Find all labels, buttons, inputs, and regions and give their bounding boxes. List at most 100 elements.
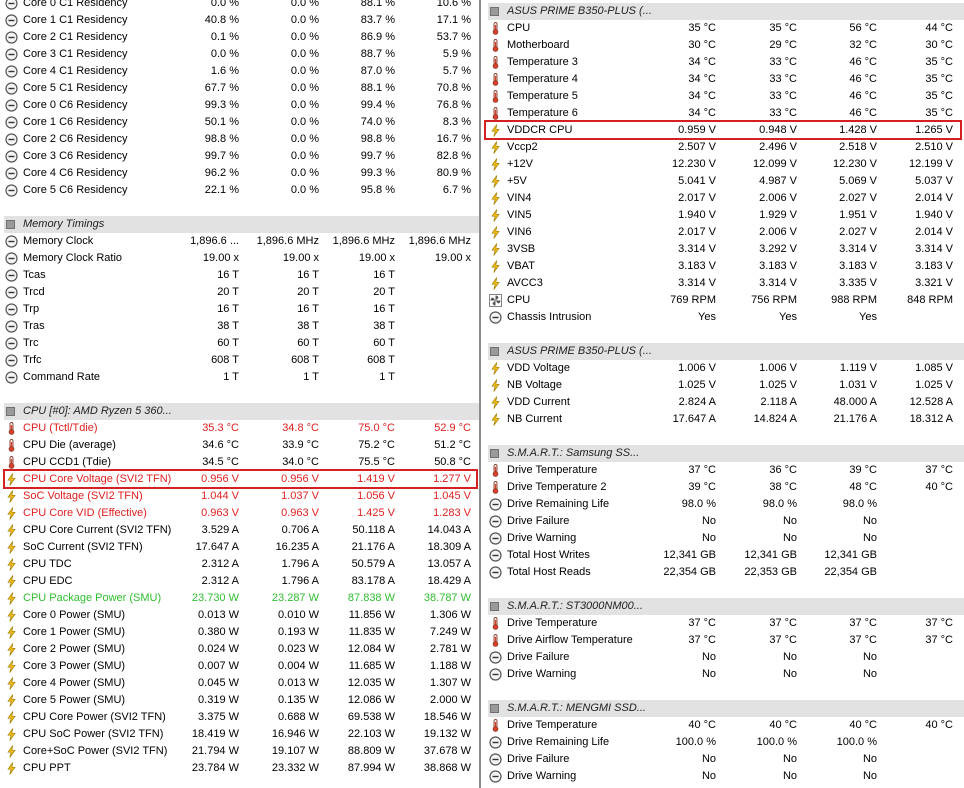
sensor-row-core-0-c1-residency[interactable]: Core 0 C1 Residency 0.0 % 0.0 % 88.1 % 10.6 … bbox=[0, 0, 479, 12]
sensor-row-temperature-6[interactable]: Temperature 6 34 °C 33 °C 46 °C 35 °C bbox=[484, 105, 964, 122]
section-header[interactable]: ASUS PRIME B350-PLUS (... bbox=[488, 3, 964, 20]
sensor-row-drive-remaining-life[interactable]: Drive Remaining Life 100.0 % 100.0 % 100.0 … bbox=[484, 734, 964, 751]
sensor-name: Temperature 5 bbox=[507, 90, 578, 102]
sensor-row-12v[interactable]: +12V 12.230 V 12.099 V 12.230 V 12.199 V bbox=[484, 156, 964, 173]
section-header[interactable]: CPU [#0]: AMD Ryzen 5 360... bbox=[4, 403, 479, 420]
sensor-row-drive-temperature[interactable]: Drive Temperature 37 °C 36 °C 39 °C 37 °C bbox=[484, 462, 964, 479]
sensor-row-cpu-core-power-svi2-tfn[interactable]: CPU Core Power (SVI2 TFN) 3.375 W 0.688 W 6… bbox=[0, 709, 479, 726]
sensor-row-3vsb[interactable]: 3VSB 3.314 V 3.292 V 3.314 V 3.314 V bbox=[484, 241, 964, 258]
sensor-row-core-3-power-smu[interactable]: Core 3 Power (SMU) 0.007 W 0.004 W 11.685 W… bbox=[0, 658, 479, 675]
sensor-row-soc-voltage-svi2-tfn[interactable]: SoC Voltage (SVI2 TFN) 1.044 V 1.037 V 1.05… bbox=[0, 488, 479, 505]
sensor-row-cpu-die-average[interactable]: CPU Die (average) 34.6 °C 33.9 °C 75.2 °C 51… bbox=[0, 437, 479, 454]
sensor-row-vddcr-cpu[interactable]: VDDCR CPU 0.959 V 0.948 V 1.428 V 1.265 V bbox=[484, 120, 964, 140]
sensor-row-drive-failure[interactable]: Drive Failure No No No bbox=[484, 751, 964, 768]
sensor-row-temperature-4[interactable]: Temperature 4 34 °C 33 °C 46 °C 35 °C bbox=[484, 71, 964, 88]
sensor-row-cpu-tdc[interactable]: CPU TDC 2.312 A 1.796 A 50.579 A 13.057 A bbox=[0, 556, 479, 573]
sensor-row-cpu-soc-power-svi2-tfn[interactable]: CPU SoC Power (SVI2 TFN) 18.419 W 16.946 W… bbox=[0, 726, 479, 743]
sensor-row-core-4-c6-residency[interactable]: Core 4 C6 Residency 96.2 % 0.0 % 99.3 % 80.9… bbox=[0, 165, 479, 182]
sensor-row-core-0-c6-residency[interactable]: Core 0 C6 Residency 99.3 % 0.0 % 99.4 % 76.8… bbox=[0, 97, 479, 114]
sensor-row-tcas[interactable]: Tcas 16 T 16 T 16 T bbox=[0, 267, 479, 284]
minimum-value: 23.287 W bbox=[271, 592, 319, 604]
sensor-row-drive-airflow-temperature[interactable]: Drive Airflow Temperature 37 °C 37 °C 37 °C… bbox=[484, 632, 964, 649]
sensor-row-total-host-writes[interactable]: Total Host Writes 12,341 GB 12,341 GB 12,34… bbox=[484, 547, 964, 564]
sensor-row-chassis-intrusion[interactable]: Chassis Intrusion Yes Yes Yes bbox=[484, 309, 964, 326]
sensor-row-temperature-3[interactable]: Temperature 3 34 °C 33 °C 46 °C 35 °C bbox=[484, 54, 964, 71]
sensor-row-core-3-c1-residency[interactable]: Core 3 C1 Residency 0.0 % 0.0 % 88.7 % 5.9 % bbox=[0, 46, 479, 63]
clock-icon bbox=[5, 184, 18, 197]
sensor-row-core-0-power-smu[interactable]: Core 0 Power (SMU) 0.013 W 0.010 W 11.856 W… bbox=[0, 607, 479, 624]
sensor-row-core-3-c6-residency[interactable]: Core 3 C6 Residency 99.7 % 0.0 % 99.7 % 82.8… bbox=[0, 148, 479, 165]
sensor-row-vin6[interactable]: VIN6 2.017 V 2.006 V 2.027 V 2.014 V bbox=[484, 224, 964, 241]
sensor-row-drive-warning[interactable]: Drive Warning No No No bbox=[484, 666, 964, 683]
sensor-row-nb-voltage[interactable]: NB Voltage 1.025 V 1.025 V 1.031 V 1.025 V bbox=[484, 377, 964, 394]
sensor-name: Core 5 C1 Residency bbox=[23, 82, 128, 94]
sensor-row-core-1-c6-residency[interactable]: Core 1 C6 Residency 50.1 % 0.0 % 74.0 % 8.3 … bbox=[0, 114, 479, 131]
sensor-row-cpu-tctl-tdie[interactable]: CPU (Tctl/Tdie) 35.3 °C 34.8 °C 75.0 °C 52.9… bbox=[0, 420, 479, 437]
current-value: 0.319 W bbox=[198, 694, 239, 706]
sensor-row-motherboard[interactable]: Motherboard 30 °C 29 °C 32 °C 30 °C bbox=[484, 37, 964, 54]
sensor-row-cpu-ccd1-tdie[interactable]: CPU CCD1 (Tdie) 34.5 °C 34.0 °C 75.5 °C 50.8… bbox=[0, 454, 479, 471]
sensor-row-drive-warning[interactable]: Drive Warning No No No bbox=[484, 768, 964, 785]
sensor-row-core-1-power-smu[interactable]: Core 1 Power (SMU) 0.380 W 0.193 W 11.835 W… bbox=[0, 624, 479, 641]
maximum-value: 75.5 °C bbox=[358, 456, 395, 468]
left-sensor-pane[interactable]: Core 0 C1 Residency 0.0 % 0.0 % 88.1 % 10.6 … bbox=[0, 0, 481, 788]
section-header[interactable]: S.M.A.R.T.: ST3000NM00... bbox=[488, 598, 964, 615]
section-header[interactable]: S.M.A.R.T.: MENGMI SSD... bbox=[488, 700, 964, 717]
sensor-row-core-1-c1-residency[interactable]: Core 1 C1 Residency 40.8 % 0.0 % 83.7 % 17.1… bbox=[0, 12, 479, 29]
section-header[interactable]: S.M.A.R.T.: Samsung SS... bbox=[488, 445, 964, 462]
section-header[interactable]: ASUS PRIME B350-PLUS (... bbox=[488, 343, 964, 360]
sensor-row-core-4-c1-residency[interactable]: Core 4 C1 Residency 1.6 % 0.0 % 87.0 % 5.7 % bbox=[0, 63, 479, 80]
sensor-row-drive-failure[interactable]: Drive Failure No No No bbox=[484, 649, 964, 666]
sensor-row-core-2-c1-residency[interactable]: Core 2 C1 Residency 0.1 % 0.0 % 86.9 % 53.7 … bbox=[0, 29, 479, 46]
minimum-value: 0.963 V bbox=[281, 507, 319, 519]
sensor-row-memory-clock-ratio[interactable]: Memory Clock Ratio 19.00 x 19.00 x 19.00 x 1… bbox=[0, 250, 479, 267]
sensor-row-vbat[interactable]: VBAT 3.183 V 3.183 V 3.183 V 3.183 V bbox=[484, 258, 964, 275]
sensor-row-memory-clock[interactable]: Memory Clock 1,896.6 ... 1,896.6 MHz 1,896.… bbox=[0, 233, 479, 250]
sensor-row-nb-current[interactable]: NB Current 17.647 A 14.824 A 21.176 A 18.312… bbox=[484, 411, 964, 428]
sensor-row-trcd[interactable]: Trcd 20 T 20 T 20 T bbox=[0, 284, 479, 301]
sensor-row-trp[interactable]: Trp 16 T 16 T 16 T bbox=[0, 301, 479, 318]
sensor-name: Core 4 C1 Residency bbox=[23, 65, 128, 77]
sensor-row-core-5-c1-residency[interactable]: Core 5 C1 Residency 67.7 % 0.0 % 88.1 % 70.8… bbox=[0, 80, 479, 97]
sensor-row-drive-failure[interactable]: Drive Failure No No No bbox=[484, 513, 964, 530]
sensor-row-cpu-core-current-svi2-tfn[interactable]: CPU Core Current (SVI2 TFN) 3.529 A 0.706 … bbox=[0, 522, 479, 539]
sensor-row-total-host-reads[interactable]: Total Host Reads 22,354 GB 22,353 GB 22,354… bbox=[484, 564, 964, 581]
sensor-row-soc-current-svi2-tfn[interactable]: SoC Current (SVI2 TFN) 17.647 A 16.235 A 21… bbox=[0, 539, 479, 556]
sensor-row-core-soc-power-svi2-tfn[interactable]: Core+SoC Power (SVI2 TFN) 21.794 W 19.107 … bbox=[0, 743, 479, 760]
sensor-row-core-5-power-smu[interactable]: Core 5 Power (SMU) 0.319 W 0.135 W 12.086 W… bbox=[0, 692, 479, 709]
sensor-row-vin5[interactable]: VIN5 1.940 V 1.929 V 1.951 V 1.940 V bbox=[484, 207, 964, 224]
sensor-row-vccp2[interactable]: Vccp2 2.507 V 2.496 V 2.518 V 2.510 V bbox=[484, 139, 964, 156]
sensor-row-cpu-package-power-smu[interactable]: CPU Package Power (SMU) 23.730 W 23.287 W 8… bbox=[0, 590, 479, 607]
sensor-row-vin4[interactable]: VIN4 2.017 V 2.006 V 2.027 V 2.014 V bbox=[484, 190, 964, 207]
sensor-row-cpu-core-voltage-svi2-tfn[interactable]: CPU Core Voltage (SVI2 TFN) 0.956 V 0.956 … bbox=[0, 469, 479, 489]
sensor-row-core-2-c6-residency[interactable]: Core 2 C6 Residency 98.8 % 0.0 % 98.8 % 16.7… bbox=[0, 131, 479, 148]
sensor-row-tras[interactable]: Tras 38 T 38 T 38 T bbox=[0, 318, 479, 335]
sensor-row-drive-temperature[interactable]: Drive Temperature 37 °C 37 °C 37 °C 37 °C bbox=[484, 615, 964, 632]
sensor-row-command-rate[interactable]: Command Rate 1 T 1 T 1 T bbox=[0, 369, 479, 386]
sensor-row-cpu-core-vid-effective[interactable]: CPU Core VID (Effective) 0.963 V 0.963 V 1.… bbox=[0, 505, 479, 522]
clock-icon bbox=[489, 515, 502, 528]
section-header[interactable]: Memory Timings bbox=[4, 216, 479, 233]
sensor-row-core-2-power-smu[interactable]: Core 2 Power (SMU) 0.024 W 0.023 W 12.084 W… bbox=[0, 641, 479, 658]
right-sensor-pane[interactable]: ASUS PRIME B350-PLUS (... CPU 35 °C 35 °C 56… bbox=[484, 0, 964, 788]
sensor-row-trfc[interactable]: Trfc 608 T 608 T 608 T bbox=[0, 352, 479, 369]
sensor-row-cpu[interactable]: CPU 769 RPM 756 RPM 988 RPM 848 RPM bbox=[484, 292, 964, 309]
sensor-row-vdd-current[interactable]: VDD Current 2.824 A 2.118 A 48.000 A 12.528 … bbox=[484, 394, 964, 411]
sensor-row-cpu-edc[interactable]: CPU EDC 2.312 A 1.796 A 83.178 A 18.429 A bbox=[0, 573, 479, 590]
sensor-row-5v[interactable]: +5V 5.041 V 4.987 V 5.069 V 5.037 V bbox=[484, 173, 964, 190]
sensor-row-drive-remaining-life[interactable]: Drive Remaining Life 98.0 % 98.0 % 98.0 % bbox=[484, 496, 964, 513]
sensor-row-drive-temperature-2[interactable]: Drive Temperature 2 39 °C 38 °C 48 °C 40 °C bbox=[484, 479, 964, 496]
sensor-row-temperature-5[interactable]: Temperature 5 34 °C 33 °C 46 °C 35 °C bbox=[484, 88, 964, 105]
sensor-row-core-5-c6-residency[interactable]: Core 5 C6 Residency 22.1 % 0.0 % 95.8 % 6.7 … bbox=[0, 182, 479, 199]
sensor-row-core-4-power-smu[interactable]: Core 4 Power (SMU) 0.045 W 0.013 W 12.035 W… bbox=[0, 675, 479, 692]
clock-icon bbox=[489, 668, 502, 681]
sensor-row-trc[interactable]: Trc 60 T 60 T 60 T bbox=[0, 335, 479, 352]
sensor-row-cpu[interactable]: CPU 35 °C 35 °C 56 °C 44 °C bbox=[484, 20, 964, 37]
maximum-value: 46 °C bbox=[849, 56, 877, 68]
minimum-value: No bbox=[782, 532, 797, 544]
sensor-row-vdd-voltage[interactable]: VDD Voltage 1.006 V 1.006 V 1.119 V 1.085 V bbox=[484, 360, 964, 377]
sensor-row-cpu-ppt[interactable]: CPU PPT 23.784 W 23.332 W 87.994 W 38.868 W bbox=[0, 760, 479, 777]
sensor-row-drive-warning[interactable]: Drive Warning No No No bbox=[484, 530, 964, 547]
sensor-row-avcc3[interactable]: AVCC3 3.314 V 3.314 V 3.335 V 3.321 V bbox=[484, 275, 964, 292]
sensor-row-drive-temperature[interactable]: Drive Temperature 40 °C 40 °C 40 °C 40 °C bbox=[484, 717, 964, 734]
